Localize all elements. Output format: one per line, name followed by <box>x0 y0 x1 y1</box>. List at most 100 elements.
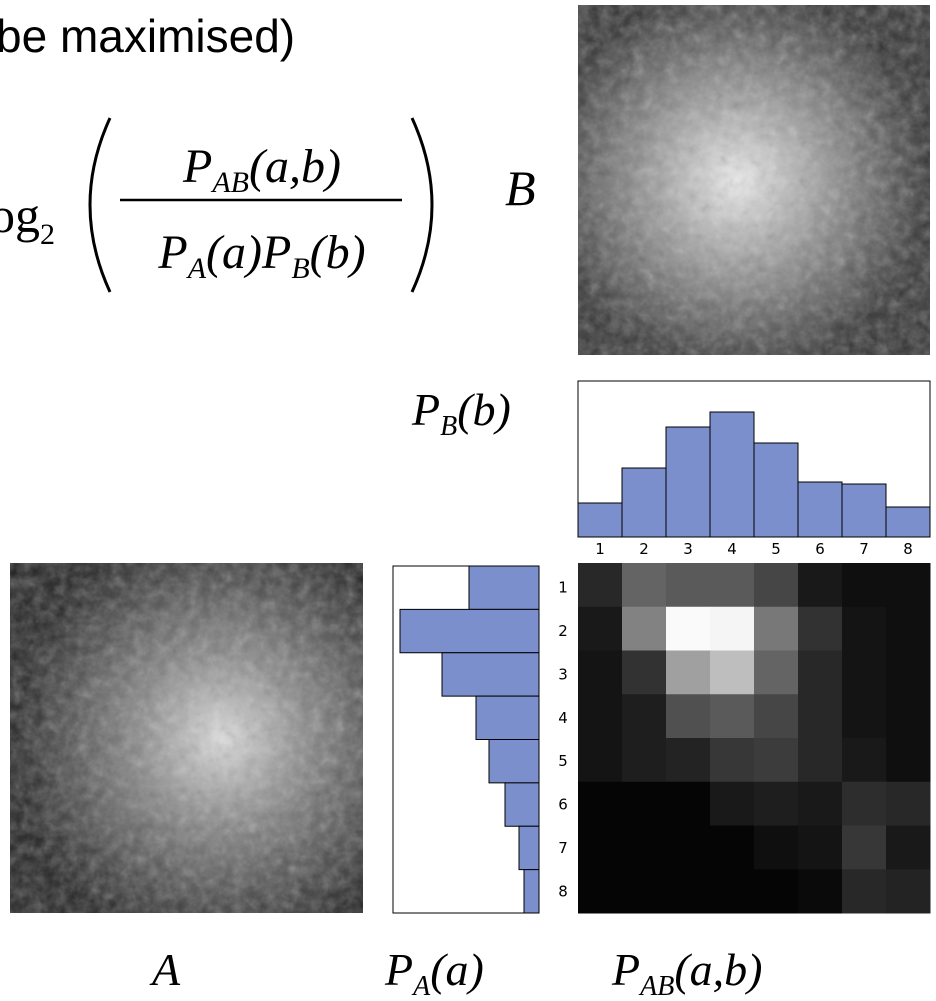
sub: A <box>186 252 207 285</box>
bar <box>524 870 539 913</box>
args: (b) <box>457 384 511 435</box>
cell <box>754 607 799 651</box>
cell <box>622 738 667 782</box>
bar <box>622 468 666 537</box>
bar <box>400 609 539 652</box>
cell <box>622 782 667 826</box>
image-a <box>10 563 363 913</box>
cell <box>798 826 843 870</box>
cell <box>622 694 667 738</box>
x-tick-label: 6 <box>815 540 825 558</box>
args: (a) <box>430 944 484 995</box>
cell <box>578 738 623 782</box>
cell <box>710 782 755 826</box>
cell <box>578 782 623 826</box>
sub: B <box>291 252 309 285</box>
denominator: PA(a)PB(b) <box>157 226 365 285</box>
y-tick-label: 6 <box>558 796 568 814</box>
cell <box>710 694 755 738</box>
p: P <box>411 384 440 435</box>
cell <box>842 694 887 738</box>
y-tick-label: 7 <box>558 839 568 857</box>
p: P <box>157 226 187 279</box>
cell <box>622 607 667 651</box>
cell <box>886 869 931 913</box>
cell <box>710 651 755 695</box>
slide: be maximised) og2 PAB(a,b) PA(a)PB(b) B … <box>0 0 936 1001</box>
cell <box>886 651 931 695</box>
bar <box>505 783 539 826</box>
cell <box>886 694 931 738</box>
y-tick-label: 1 <box>558 579 568 597</box>
x-tick-label: 3 <box>683 540 693 558</box>
cell <box>886 563 931 607</box>
cell <box>754 869 799 913</box>
p: P <box>611 944 640 995</box>
cell <box>842 869 887 913</box>
x-tick-label: 1 <box>595 540 605 558</box>
p: P <box>261 226 291 279</box>
cell <box>754 782 799 826</box>
y-tick-label: 5 <box>558 752 568 770</box>
paren <box>90 118 110 292</box>
cell <box>666 738 711 782</box>
cell <box>798 738 843 782</box>
cell <box>754 826 799 870</box>
cell <box>710 738 755 782</box>
cell <box>666 826 711 870</box>
args: (b) <box>310 226 366 279</box>
numerator: PAB(a,b) <box>182 140 341 199</box>
x-tick-label: 7 <box>859 540 869 558</box>
log-base: 2 <box>40 218 55 251</box>
cell <box>578 563 623 607</box>
bar <box>666 427 710 537</box>
bar <box>578 503 622 537</box>
cell <box>842 651 887 695</box>
cell <box>578 694 623 738</box>
cell <box>710 607 755 651</box>
cell <box>666 607 711 651</box>
y-tick-label: 4 <box>558 709 568 727</box>
cell <box>842 607 887 651</box>
sub: AB <box>638 971 674 1001</box>
bar <box>489 740 539 783</box>
cell <box>886 826 931 870</box>
cell <box>578 651 623 695</box>
label-pab: PAB(a,b) <box>611 944 762 1001</box>
p: P <box>182 140 212 193</box>
cell <box>798 869 843 913</box>
cell <box>842 738 887 782</box>
label-pa: PA(a) <box>384 944 484 1001</box>
args: (a,b) <box>674 944 762 995</box>
bar <box>519 826 539 869</box>
bar <box>442 653 539 696</box>
bar <box>710 412 754 537</box>
cell <box>798 607 843 651</box>
cell <box>622 826 667 870</box>
cell <box>886 782 931 826</box>
bar <box>754 443 798 537</box>
log: og2 <box>0 187 55 251</box>
cell <box>666 563 711 607</box>
label-b: B <box>505 160 536 216</box>
sub: B <box>440 411 457 442</box>
cell <box>710 563 755 607</box>
cell <box>798 651 843 695</box>
cell <box>842 782 887 826</box>
sub: A <box>411 971 431 1001</box>
cell <box>886 607 931 651</box>
log-text: og <box>0 187 40 243</box>
cell <box>798 694 843 738</box>
x-tick-label: 5 <box>771 540 781 558</box>
cell <box>666 782 711 826</box>
image-b <box>578 5 930 355</box>
bar <box>798 482 842 537</box>
args: (a,b) <box>249 140 341 193</box>
cell <box>842 826 887 870</box>
paren <box>412 118 432 292</box>
x-tick-label: 2 <box>639 540 649 558</box>
y-tick-label: 2 <box>558 622 568 640</box>
cell <box>578 607 623 651</box>
cell <box>710 826 755 870</box>
sub: AB <box>210 166 249 199</box>
